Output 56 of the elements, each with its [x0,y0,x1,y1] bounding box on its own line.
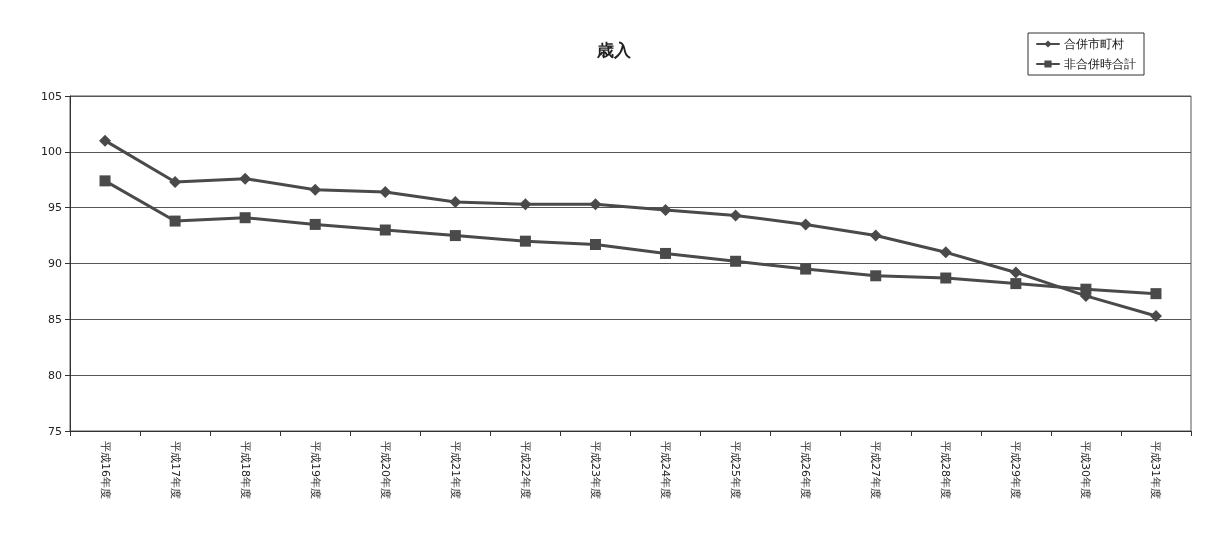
x-tick-label: 平成27年度 [869,441,883,499]
point [379,186,392,199]
point [869,229,882,242]
point [1080,283,1092,295]
point [99,175,111,187]
point [379,224,391,236]
x-tick-label: 平成21年度 [448,441,462,499]
point [169,215,181,227]
point [659,203,672,216]
point [519,198,532,211]
x-tick-label: 平成30年度 [1079,441,1093,499]
point [589,198,602,211]
point [800,263,812,275]
x-tick-label: 平成16年度 [98,441,112,499]
x-tick-label: 平成28年度 [939,441,953,499]
point [449,230,461,242]
point [309,218,321,230]
point [1010,278,1022,290]
x-tick-label: 平成18年度 [238,441,252,499]
point [589,239,601,251]
x-tick-label: 平成22年度 [518,441,532,499]
point [99,134,112,147]
point [309,183,322,196]
x-tick-label: 平成26年度 [799,441,813,499]
x-tick-label: 平成25年度 [729,441,743,499]
y-tick-label: 85 [48,312,62,326]
point [729,209,742,222]
y-tick-label: 105 [41,89,62,103]
legend-label: 合併市町村 [1064,37,1124,51]
x-tick-label: 平成24年度 [659,441,673,499]
point [1150,288,1162,300]
x-tick-label: 平成29年度 [1009,441,1023,499]
point [870,270,882,282]
point [1149,309,1162,322]
x-tick-label: 平成23年度 [588,441,602,499]
y-tick-label: 80 [48,368,62,382]
point [1009,266,1022,279]
point [660,247,672,259]
x-tick-label: 平成20年度 [378,441,392,499]
point [239,172,252,185]
point [519,235,531,247]
y-tick-label: 75 [48,424,62,438]
y-tick-label: 95 [48,201,62,215]
point [939,246,952,259]
legend-label: 非合併時合計 [1064,57,1136,71]
point [940,272,952,284]
x-tick-label: 平成17年度 [168,441,182,499]
y-tick-label: 90 [48,257,62,270]
point [799,218,812,231]
y-tick-label: 100 [41,145,62,159]
point [239,212,251,224]
point [449,196,462,209]
x-tick-label: 平成31年度 [1149,441,1163,499]
point [730,255,742,267]
chart-title: 歳入 [595,39,632,60]
x-tick-label: 平成19年度 [308,441,322,499]
